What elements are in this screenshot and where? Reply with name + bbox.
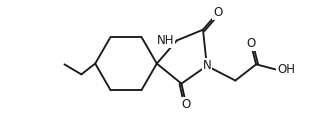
- Text: O: O: [246, 37, 255, 50]
- Text: O: O: [213, 6, 222, 19]
- Text: OH: OH: [277, 63, 295, 76]
- Text: NH: NH: [157, 34, 175, 47]
- Text: O: O: [181, 98, 191, 111]
- Text: N: N: [202, 59, 211, 72]
